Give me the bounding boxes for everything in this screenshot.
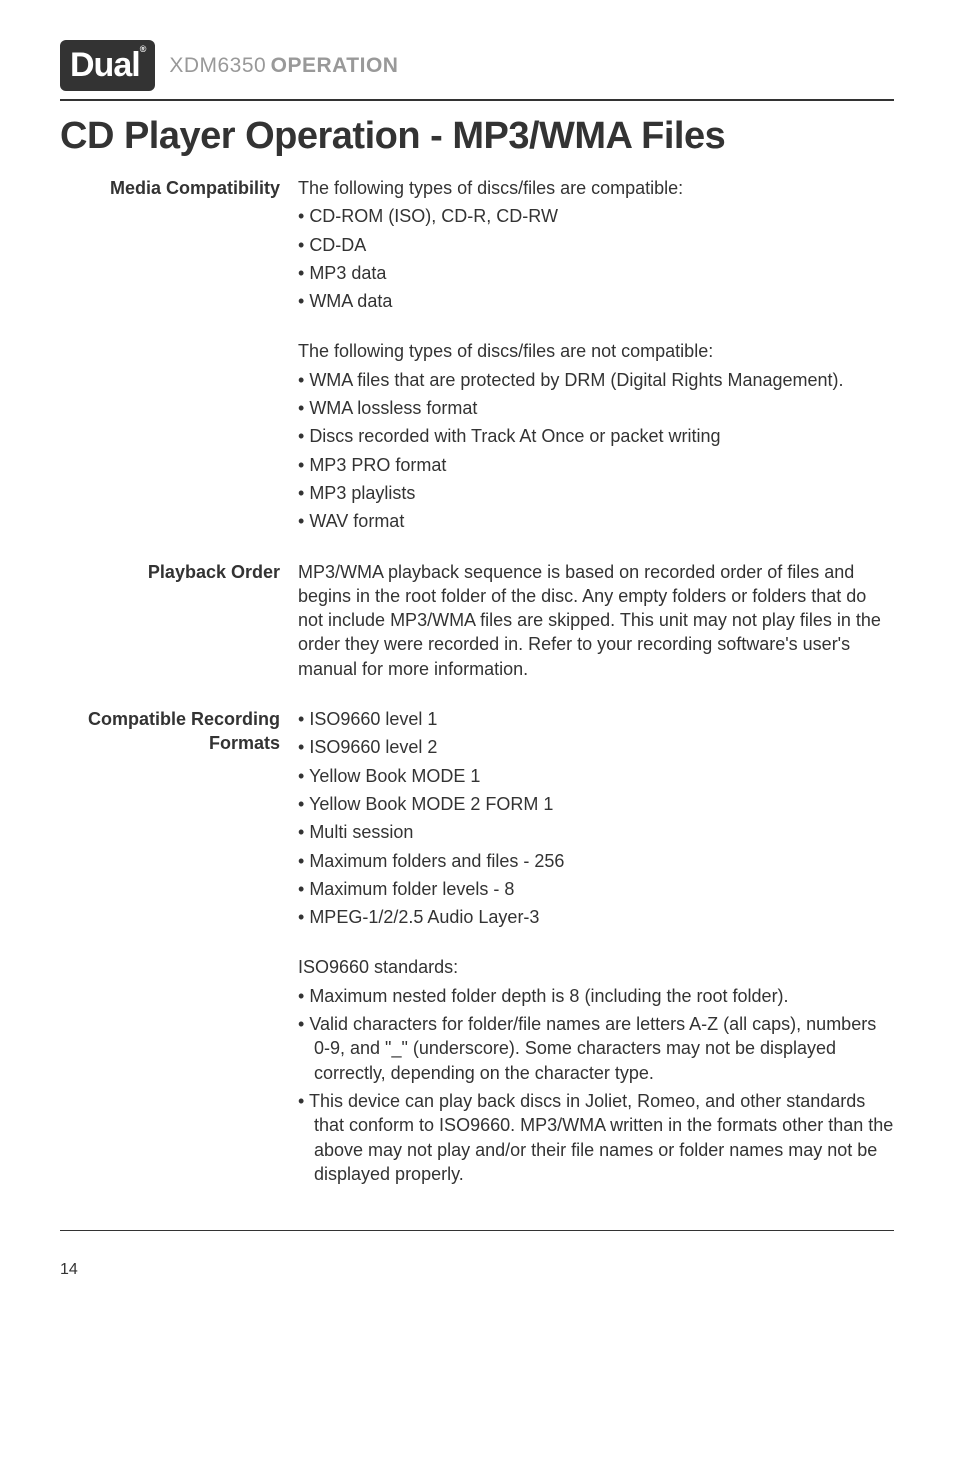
- mc-b2-3-text: MP3 PRO format: [309, 455, 446, 475]
- mc-b1-0-text: CD-ROM (ISO), CD-R, CD-RW: [309, 206, 558, 226]
- model-label: XDM6350 OPERATION: [169, 54, 398, 78]
- mc-b2-4-text: MP3 playlists: [309, 483, 415, 503]
- mc-b1-2-text: MP3 data: [309, 263, 386, 283]
- media-compat-label: Media Compatibility: [60, 176, 280, 560]
- formats-label: Compatible Recording Formats: [60, 707, 280, 1190]
- cf-b1-5-text: Maximum folders and files - 256: [309, 851, 564, 871]
- mc-b2-5-text: WAV format: [309, 511, 404, 531]
- cf-b1-3: • Yellow Book MODE 2 FORM 1: [298, 792, 894, 816]
- mc-b2-0-text: WMA files that are protected by DRM (Dig…: [309, 370, 843, 390]
- cf-b2-2: • This device can play back discs in Jol…: [298, 1089, 894, 1186]
- cf-b1-6-text: Maximum folder levels - 8: [309, 879, 514, 899]
- logo-text: Dual: [70, 46, 140, 84]
- mc-b2-2-text: Discs recorded with Track At Once or pac…: [309, 426, 720, 446]
- mc-b1-3-text: WMA data: [309, 291, 392, 311]
- cf-b1-7-text: MPEG-1/2/2.5 Audio Layer-3: [309, 907, 539, 927]
- section-name: OPERATION: [271, 54, 399, 77]
- mc-b2-0: • WMA files that are protected by DRM (D…: [298, 368, 894, 392]
- footer-rule: [60, 1230, 894, 1231]
- page-header: Dual® XDM6350 OPERATION: [60, 40, 894, 91]
- content-grid: Media Compatibility The following types …: [60, 176, 894, 1190]
- mc-b2-1-text: WMA lossless format: [309, 398, 477, 418]
- cf-b1-2-text: Yellow Book MODE 1: [309, 766, 480, 786]
- cf-b2-2-text: This device can play back discs in Jolie…: [309, 1091, 893, 1184]
- cf-lead-2: ISO9660 standards:: [298, 955, 894, 979]
- playback-body: MP3/WMA playback sequence is based on re…: [298, 560, 894, 707]
- mc-b2-5: • WAV format: [298, 509, 894, 533]
- cf-b2-1-text: Valid characters for folder/file names a…: [309, 1014, 876, 1083]
- mc-b2-4: • MP3 playlists: [298, 481, 894, 505]
- page-title: CD Player Operation - MP3/WMA Files: [60, 115, 894, 158]
- mc-b2-2: • Discs recorded with Track At Once or p…: [298, 424, 894, 448]
- mc-b2-1: • WMA lossless format: [298, 396, 894, 420]
- cf-b1-7: • MPEG-1/2/2.5 Audio Layer-3: [298, 905, 894, 929]
- mc-b1-2: • MP3 data: [298, 261, 894, 285]
- cf-b2-0-text: Maximum nested folder depth is 8 (includ…: [309, 986, 788, 1006]
- formats-body: • ISO9660 level 1 • ISO9660 level 2 • Ye…: [298, 707, 894, 1190]
- cf-b2-1: • Valid characters for folder/file names…: [298, 1012, 894, 1085]
- cf-b1-6: • Maximum folder levels - 8: [298, 877, 894, 901]
- model-number: XDM6350: [169, 54, 266, 77]
- cf-b1-3-text: Yellow Book MODE 2 FORM 1: [309, 794, 553, 814]
- cf-b2-0: • Maximum nested folder depth is 8 (incl…: [298, 984, 894, 1008]
- cf-b1-0-text: ISO9660 level 1: [309, 709, 437, 729]
- mc-lead-2: The following types of discs/files are n…: [298, 339, 894, 363]
- cf-b1-4-text: Multi session: [309, 822, 413, 842]
- cf-b1-4: • Multi session: [298, 820, 894, 844]
- registered-mark: ®: [140, 44, 146, 54]
- page-number: 14: [60, 1261, 894, 1279]
- cf-b1-5: • Maximum folders and files - 256: [298, 849, 894, 873]
- header-rule: [60, 99, 894, 101]
- mc-lead-1: The following types of discs/files are c…: [298, 176, 894, 200]
- mc-b1-3: • WMA data: [298, 289, 894, 313]
- mc-b1-0: • CD-ROM (ISO), CD-R, CD-RW: [298, 204, 894, 228]
- cf-b1-1-text: ISO9660 level 2: [309, 737, 437, 757]
- brand-logo: Dual®: [60, 40, 155, 91]
- mc-b2-3: • MP3 PRO format: [298, 453, 894, 477]
- media-compat-body: The following types of discs/files are c…: [298, 176, 894, 560]
- mc-b1-1: • CD-DA: [298, 233, 894, 257]
- cf-b1-1: • ISO9660 level 2: [298, 735, 894, 759]
- cf-b1-2: • Yellow Book MODE 1: [298, 764, 894, 788]
- mc-b1-1-text: CD-DA: [309, 235, 366, 255]
- playback-label: Playback Order: [60, 560, 280, 707]
- playback-para: MP3/WMA playback sequence is based on re…: [298, 560, 894, 681]
- cf-b1-0: • ISO9660 level 1: [298, 707, 894, 731]
